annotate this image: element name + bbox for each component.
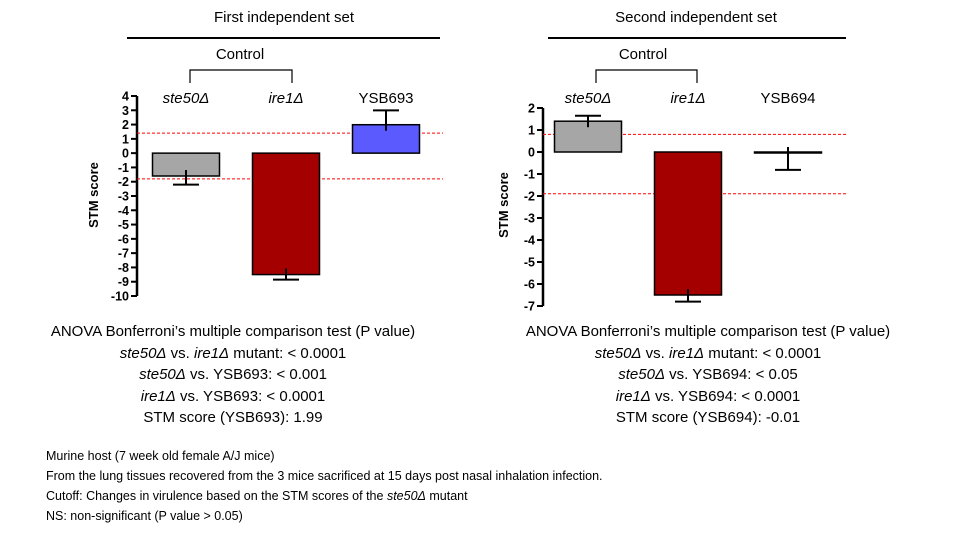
- y-tick-label: 1: [528, 124, 535, 138]
- y-tick-label: -5: [118, 218, 129, 232]
- y-tick-label: -3: [524, 212, 535, 226]
- category-label: YSB693: [358, 90, 413, 107]
- y-tick-label: -9: [118, 275, 129, 289]
- y-tick-label: -1: [524, 168, 535, 182]
- y-tick-label: 1: [122, 132, 129, 146]
- y-tick-label: -2: [524, 190, 535, 204]
- y-tick-label: -8: [118, 261, 129, 275]
- stats-heading: ANOVA Bonferroni’s multiple comparison t…: [525, 323, 891, 340]
- bar: [653, 151, 723, 296]
- stats-heading: ANOVA Bonferroni’s multiple comparison t…: [50, 323, 416, 340]
- stats-line: ste50Δ vs. YSB693: < 0.001: [139, 366, 327, 383]
- y-tick-label: -7: [524, 300, 535, 314]
- y-tick-label: -6: [118, 232, 129, 246]
- footnote-line: Cutoff: Changes in virulence based on th…: [46, 489, 468, 503]
- stats-line: ste50Δ vs. ire1Δ mutant: < 0.0001: [594, 344, 822, 362]
- footnote-line: Murine host (7 week old female A/J mice): [46, 449, 275, 463]
- y-tick-label: -6: [524, 278, 535, 292]
- y-tick-label: 4: [122, 90, 129, 104]
- control-label: Control: [216, 46, 264, 63]
- category-label: ire1Δ: [670, 90, 705, 107]
- stats-line: ste50Δ vs. ire1Δ mutant: < 0.0001: [119, 344, 347, 362]
- chart-title: First independent set: [214, 9, 355, 26]
- footnote-line: NS: non-significant (P value > 0.05): [46, 509, 243, 523]
- y-tick-label: -4: [118, 204, 129, 218]
- y-tick-label: -7: [118, 247, 129, 261]
- footnotes: Murine host (7 week old female A/J mice)…: [46, 446, 603, 526]
- y-tick-label: 2: [122, 118, 129, 132]
- control-label: Control: [619, 46, 667, 63]
- stats-line: ire1Δ vs. YSB694: < 0.0001: [615, 387, 801, 405]
- stats-line: ste50Δ vs. YSB694: < 0.05: [618, 366, 798, 383]
- category-label: YSB694: [760, 90, 815, 107]
- y-tick-label: -5: [524, 256, 535, 270]
- y-tick-label: 0: [528, 146, 535, 160]
- stats-left: ANOVA Bonferroni’s multiple comparison t…: [20, 321, 446, 429]
- category-label: ire1Δ: [268, 90, 303, 107]
- y-tick-label: 3: [122, 104, 129, 118]
- y-tick-label: -3: [118, 190, 129, 204]
- stats-line: STM score (YSB694): -0.01: [615, 409, 801, 426]
- control-bracket: [595, 69, 698, 83]
- y-tick-label: -2: [118, 175, 129, 189]
- y-tick-label: 0: [122, 147, 129, 161]
- y-tick-label: 2: [528, 102, 535, 116]
- bar: [251, 152, 321, 276]
- footnote-line: From the lung tissues recovered from the…: [46, 469, 603, 483]
- stats-right: ANOVA Bonferroni’s multiple comparison t…: [493, 321, 923, 429]
- y-tick-label: -4: [524, 234, 535, 248]
- y-tick-label: -10: [111, 290, 129, 304]
- category-label: ste50Δ: [163, 90, 210, 107]
- stats-line: ire1Δ vs. YSB693: < 0.0001: [140, 387, 326, 405]
- chart-title: Second independent set: [615, 9, 778, 26]
- y-axis-label: STM score: [86, 162, 101, 228]
- control-bracket: [189, 69, 293, 83]
- stats-line: STM score (YSB693): 1.99: [143, 409, 323, 426]
- y-axis-label: STM score: [496, 172, 511, 238]
- y-tick-label: -1: [118, 161, 129, 175]
- category-label: ste50Δ: [565, 90, 612, 107]
